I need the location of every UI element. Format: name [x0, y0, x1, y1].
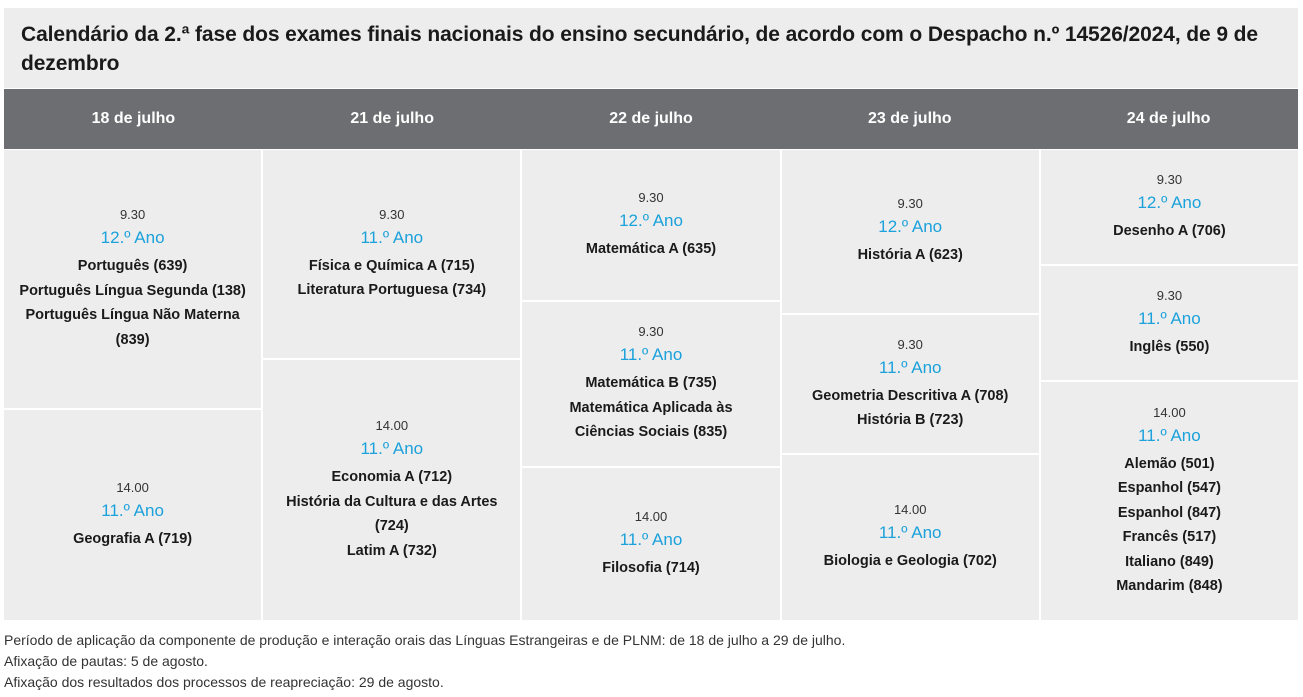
slot-year: 11.º Ano [878, 357, 942, 377]
day-column: 9.30 12.º Ano Português (639) Português … [4, 150, 262, 620]
slot-year: 11.º Ano [1138, 425, 1201, 445]
exam-slot: 14.00 11.º Ano Geografia A (719) [4, 410, 262, 620]
page-title: Calendário da 2.ª fase dos exames finais… [21, 23, 1258, 75]
slot-time: 9.30 [897, 336, 923, 352]
slot-time: 14.00 [116, 479, 149, 495]
exam-name: Economia A (712) [331, 469, 453, 485]
exam-name: Português Língua Não Materna (839) [25, 307, 240, 348]
slot-year: 11.º Ano [360, 227, 424, 247]
slot-year: 12.º Ano [619, 210, 683, 230]
exam-slot: 9.30 11.º Ano Geometria Descritiva A (70… [781, 315, 1039, 453]
exam-slot: 9.30 12.º Ano Desenho A (706) [1040, 150, 1299, 264]
footnote: Afixação de pautas: 5 de agosto. [4, 653, 208, 669]
exam-name: Francês (517) [1122, 529, 1217, 545]
slot-year: 12.º Ano [1137, 192, 1202, 212]
exam-name: História B (723) [857, 412, 964, 428]
slot-time: 9.30 [638, 324, 664, 340]
slot-year: 11.º Ano [101, 500, 164, 520]
exam-slot: 9.30 12.º Ano Matemática A (635) [522, 150, 780, 300]
exam-slot: 9.30 11.º Ano Física e Química A (715) L… [263, 150, 521, 358]
exam-name: Física e Química A (715) [308, 257, 475, 274]
day-header: 22 de julho [609, 110, 693, 127]
footnote: Afixação dos resultados dos processos de… [4, 674, 444, 690]
exam-slot: 14.00 11.º Ano Economia A (712) História… [263, 360, 521, 620]
exam-name: Filosofia (714) [602, 559, 700, 576]
slot-year: 11.º Ano [878, 523, 942, 543]
footnote: Período de aplicação da componente de pr… [4, 632, 846, 648]
exam-slot: 14.00 11.º Ano Alemão (501) Espanhol (54… [1040, 382, 1299, 620]
exam-name: Geometria Descritiva A (708) [812, 387, 1009, 404]
exam-name: História A (623) [857, 247, 963, 264]
day-header: 24 de julho [1126, 110, 1211, 127]
exam-name: Espanhol (547) [1117, 480, 1221, 496]
slot-time: 9.30 [638, 189, 664, 205]
exam-slot: 9.30 11.º Ano Inglês (550) [1040, 266, 1299, 380]
day-column: 9.30 12.º Ano História A (623) 9.30 11.º… [781, 150, 1039, 620]
slot-time: 9.30 [897, 196, 923, 212]
exam-slot: 9.30 11.º Ano Matemática B (735) Matemát… [522, 302, 780, 466]
exam-schedule-grid: 9.30 12.º Ano Português (639) Português … [4, 150, 1299, 620]
slot-year: 11.º Ano [360, 439, 424, 458]
slot-time: 9.30 [1156, 171, 1183, 187]
slot-year: 12.º Ano [878, 217, 943, 237]
exam-name: Inglês (550) [1129, 338, 1210, 355]
exam-slot: 9.30 12.º Ano História A (623) [781, 150, 1039, 313]
title-bar: Calendário da 2.ª fase dos exames finais… [4, 8, 1298, 88]
exam-slot: 14.00 11.º Ano Biologia e Geologia (702) [781, 455, 1039, 620]
slot-time: 9.30 [119, 207, 146, 222]
footnotes: Período de aplicação da componente de pr… [4, 630, 1298, 693]
exam-name: História da Cultura e das Artes (724) [286, 493, 498, 535]
slot-year: 11.º Ano [1138, 308, 1201, 328]
slot-time: 14.00 [893, 502, 927, 518]
exam-name: Matemática A (635) [585, 240, 717, 257]
day-column: 9.30 11.º Ano Física e Química A (715) L… [263, 150, 521, 620]
exam-name: Biologia e Geologia (702) [823, 553, 997, 570]
exam-slot: 9.30 12.º Ano Português (639) Português … [4, 150, 262, 408]
slot-time: 9.30 [379, 206, 405, 222]
day-header: 18 de julho [91, 110, 176, 127]
exam-name: Matemática Aplicada às Ciências Sociais … [569, 399, 733, 441]
slot-year: 11.º Ano [619, 345, 683, 365]
exam-name: Latim A (732) [346, 542, 437, 559]
slot-year: 11.º Ano [619, 529, 683, 549]
exam-name: Geografia A (719) [73, 530, 193, 547]
day-header: 21 de julho [350, 110, 434, 127]
slot-time: 14.00 [1153, 404, 1186, 420]
exam-name: Desenho A (706) [1113, 222, 1226, 239]
exam-name: Matemática B (735) [585, 375, 717, 392]
exam-name: Mandarim (848) [1116, 578, 1223, 594]
exam-name: Português (639) [77, 258, 188, 274]
day-header: 23 de julho [868, 110, 952, 127]
slot-time: 14.00 [375, 418, 409, 433]
slot-time: 9.30 [1156, 287, 1183, 303]
slot-year: 12.º Ano [100, 228, 165, 247]
exam-slot: 14.00 11.º Ano Filosofia (714) [522, 468, 780, 620]
day-column: 9.30 12.º Ano Matemática A (635) 9.30 11… [522, 150, 780, 620]
exam-name: Espanhol (847) [1117, 504, 1221, 521]
exam-name: Alemão (501) [1124, 455, 1215, 472]
exam-name: Italiano (849) [1125, 553, 1214, 570]
exam-name: Literatura Portuguesa (734) [297, 282, 487, 298]
day-header-row: 18 de julho 21 de julho 22 de julho 23 d… [4, 89, 1298, 149]
exam-name: Português Língua Segunda (138) [19, 282, 246, 299]
day-column: 9.30 12.º Ano Desenho A (706) 9.30 11.º … [1040, 150, 1299, 620]
slot-time: 14.00 [634, 508, 668, 524]
